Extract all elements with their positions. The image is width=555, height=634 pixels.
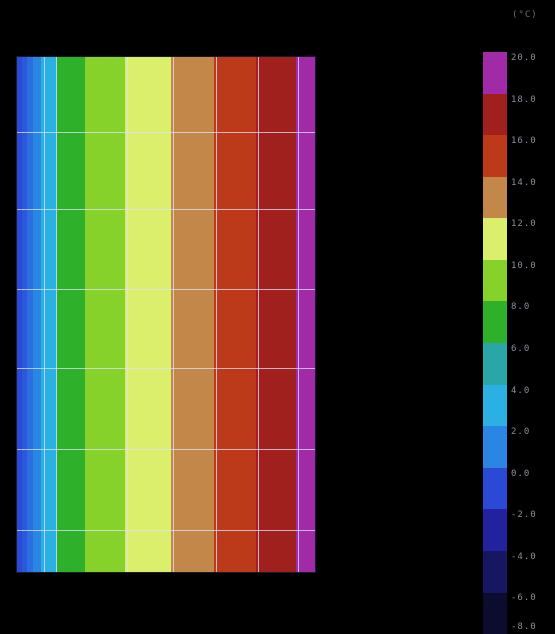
colorbar-swatch [483, 301, 507, 344]
contour-band [256, 57, 296, 572]
colorbar-swatch [483, 135, 507, 177]
colorbar-tick-label: 4.0 [511, 385, 531, 396]
contour-band [27, 57, 33, 572]
colorbar-swatch [483, 343, 507, 385]
colorbar [483, 52, 507, 634]
contour-band [125, 57, 171, 572]
colorbar-tick-label: 18.0 [511, 94, 537, 105]
contour-band [296, 57, 315, 572]
colorbar-swatch [483, 467, 507, 510]
contour-band [171, 57, 214, 572]
contour-band [85, 57, 125, 572]
contour-band [41, 57, 57, 572]
colorbar-tick-label: -8.0 [511, 622, 537, 632]
colorbar-tick-label: 20.0 [511, 53, 537, 63]
colorbar-tick-label: 6.0 [511, 344, 531, 354]
colorbar-swatch [483, 218, 507, 260]
colorbar-swatch [483, 509, 507, 551]
contour-band [214, 57, 256, 572]
colorbar-swatch [483, 259, 507, 302]
contour-band [57, 57, 85, 572]
contour-band [33, 57, 41, 572]
colorbar-swatch [483, 52, 507, 94]
colorbar-unit-label: (°C) [512, 10, 538, 20]
colorbar-swatch [483, 93, 507, 136]
colorbar-swatch [483, 426, 507, 468]
colorbar-swatch [483, 176, 507, 219]
colorbar-tick-label: -4.0 [511, 551, 537, 562]
temperature-contour-plot [16, 56, 316, 573]
colorbar-swatch [483, 550, 507, 593]
colorbar-tick-label: 12.0 [511, 219, 537, 230]
colorbar-tick-label: 14.0 [511, 177, 537, 188]
colorbar-swatch [483, 592, 507, 634]
contour-band [22, 57, 27, 572]
colorbar-tick-labels: 20.0 18.0 16.0 14.0 12.0 10.0 8.0 6.0 4.0 2.0 0.0 -… [511, 52, 555, 634]
contour-band [17, 57, 22, 572]
colorbar-tick-label: 16.0 [511, 136, 537, 147]
colorbar-swatch [483, 384, 507, 427]
colorbar-tick-label: 0.0 [511, 468, 531, 479]
colorbar-tick-label: -6.0 [511, 593, 537, 604]
colorbar-tick-label: -2.0 [511, 510, 537, 521]
colorbar-tick-label: 10.0 [511, 260, 537, 271]
colorbar-tick-label: 2.0 [511, 427, 531, 438]
colorbar-tick-label: 8.0 [511, 302, 531, 313]
